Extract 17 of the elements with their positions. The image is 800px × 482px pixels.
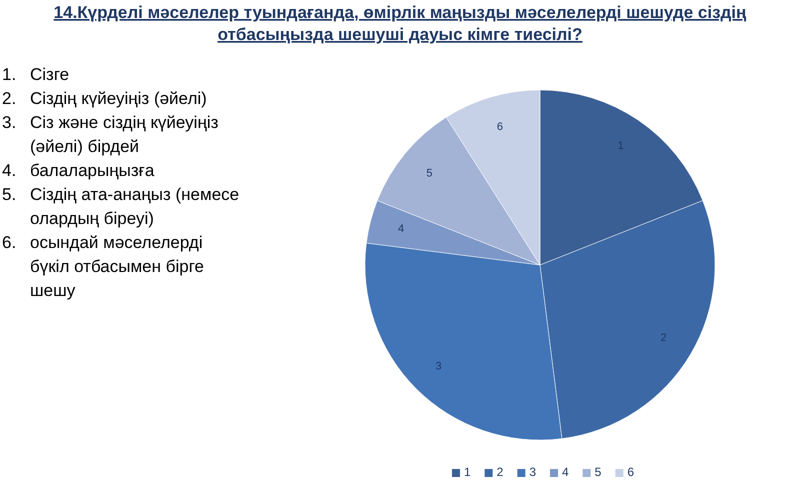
slice-label: 4	[398, 223, 404, 236]
text: 1. Сізге	[2, 65, 70, 84]
slice-label: 5	[426, 167, 432, 180]
legend-label: 5	[594, 465, 602, 479]
slice-label: 6	[496, 121, 504, 134]
slice-label: 3	[435, 360, 442, 372]
text: 6. осындай мәселелерді бүкіл отбасымен бірге шешу	[2, 233, 204, 300]
slice-label: 2	[660, 332, 667, 344]
text: 4. балаларыңызға	[2, 161, 155, 180]
legend-label: 1	[464, 465, 471, 479]
chart-title: 14.Күрделі мәселелер туындағанда, өмірлік маңызды мәселелерді шешуде сіздің отбасыңызда шешуші дауыс кімге тиесілі?	[54, 3, 748, 44]
legend-label: 3	[529, 465, 536, 479]
text: 5. Сіздің ата-анаңыз (немесе олардың біреуі)	[2, 185, 240, 228]
text: 2. Сіздің күйеуіңіз (әйелі)	[2, 89, 207, 108]
legend-label: 6	[627, 465, 634, 479]
legend-label: 4	[562, 465, 569, 479]
legend-label: 2	[496, 465, 504, 479]
